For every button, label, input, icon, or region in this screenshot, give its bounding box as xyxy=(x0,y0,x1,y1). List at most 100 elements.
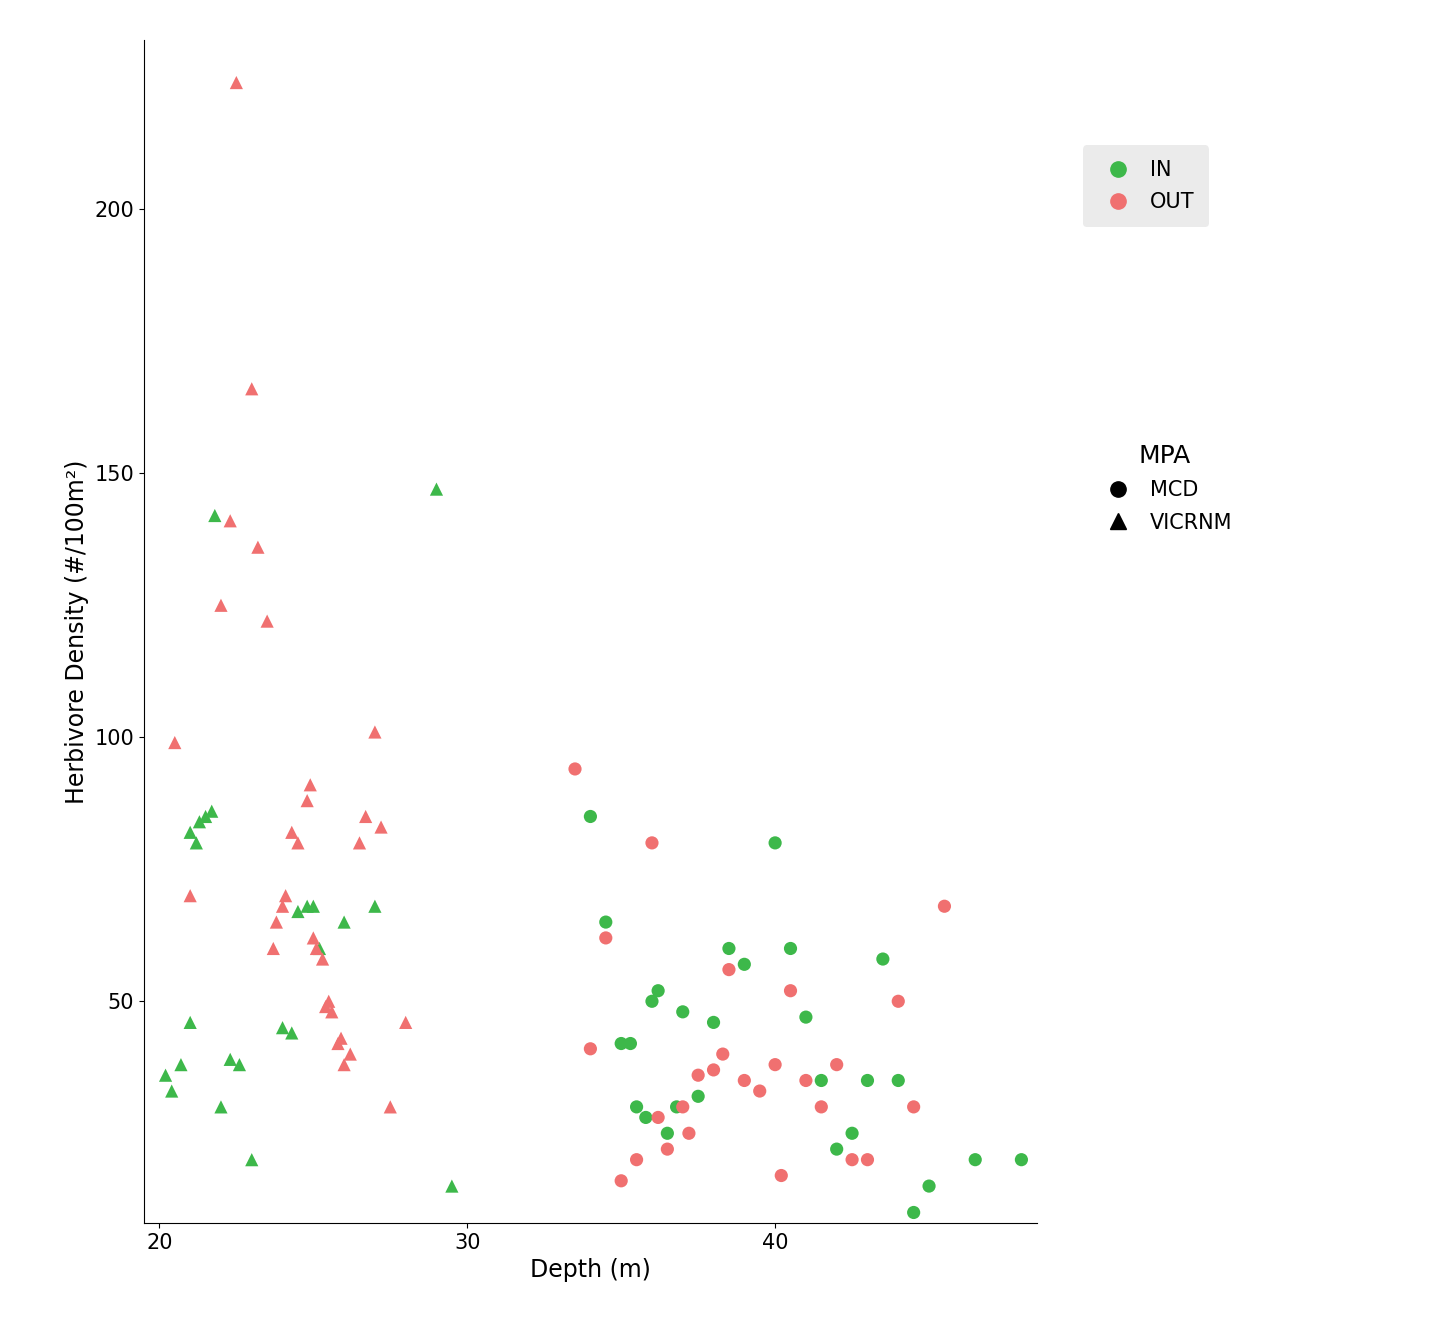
Point xyxy=(933,895,956,917)
Point xyxy=(240,378,264,399)
Point xyxy=(441,1175,464,1198)
Point xyxy=(825,1138,848,1160)
Point xyxy=(809,1097,832,1118)
Point xyxy=(717,938,740,960)
Point xyxy=(219,511,242,532)
Point xyxy=(763,832,786,853)
Point xyxy=(641,832,664,853)
Point xyxy=(733,954,756,976)
Point xyxy=(295,895,318,917)
Y-axis label: Herbivore Density (#/100m²): Herbivore Density (#/100m²) xyxy=(65,460,89,804)
Point xyxy=(901,1097,924,1118)
Point xyxy=(595,927,618,949)
Point xyxy=(795,1007,818,1028)
Point xyxy=(717,958,740,980)
Point xyxy=(1009,1149,1032,1171)
Point xyxy=(317,991,340,1012)
Point xyxy=(749,1081,772,1102)
Point xyxy=(274,884,297,906)
Point xyxy=(641,991,664,1012)
Point xyxy=(265,911,288,933)
Point xyxy=(271,895,294,917)
Point xyxy=(194,806,217,828)
Point xyxy=(379,1097,402,1118)
Point xyxy=(901,1202,924,1223)
Point xyxy=(209,1097,232,1118)
Point xyxy=(281,1023,304,1044)
Point xyxy=(779,938,802,960)
Point xyxy=(256,610,279,632)
Point xyxy=(370,816,393,837)
Point xyxy=(703,1012,726,1034)
Point xyxy=(209,594,232,616)
Point xyxy=(711,1043,734,1064)
Point xyxy=(246,536,269,558)
Point xyxy=(160,1081,183,1102)
Point xyxy=(240,1149,264,1171)
Point xyxy=(154,1064,177,1086)
Point xyxy=(579,806,602,828)
Point xyxy=(770,1165,793,1187)
Point xyxy=(170,1054,193,1075)
Point xyxy=(295,790,318,812)
Point xyxy=(395,1012,418,1034)
Point xyxy=(687,1086,710,1107)
Point xyxy=(327,1032,350,1054)
X-axis label: Depth (m): Depth (m) xyxy=(530,1258,651,1282)
Point xyxy=(281,821,304,843)
Point xyxy=(287,832,310,853)
Point xyxy=(302,895,325,917)
Point xyxy=(634,1106,657,1128)
Point xyxy=(963,1149,986,1171)
Point xyxy=(871,949,894,970)
Point xyxy=(187,810,210,832)
Point xyxy=(655,1138,678,1160)
Point xyxy=(348,832,372,853)
Point xyxy=(703,1059,726,1081)
Legend: MCD, VICRNM: MCD, VICRNM xyxy=(1083,429,1247,547)
Point xyxy=(363,722,386,743)
Point xyxy=(333,1054,356,1075)
Point xyxy=(855,1070,878,1091)
Point xyxy=(609,1171,632,1192)
Point xyxy=(311,949,334,970)
Point xyxy=(333,911,356,933)
Point xyxy=(579,1038,602,1059)
Point xyxy=(809,1070,832,1091)
Point xyxy=(163,731,186,753)
Point xyxy=(314,996,337,1017)
Point xyxy=(917,1175,940,1198)
Point xyxy=(671,1001,694,1023)
Point xyxy=(795,1070,818,1091)
Point xyxy=(619,1032,642,1054)
Point xyxy=(330,1027,353,1048)
Point xyxy=(887,1070,910,1091)
Point xyxy=(887,991,910,1012)
Point xyxy=(763,1054,786,1075)
Point xyxy=(647,1106,670,1128)
Point xyxy=(271,1017,294,1039)
Point xyxy=(179,821,202,843)
Point xyxy=(647,980,670,1001)
Point xyxy=(595,911,618,933)
Point xyxy=(200,801,223,823)
Point xyxy=(671,1097,694,1118)
Point xyxy=(338,1043,361,1064)
Point xyxy=(302,927,325,949)
Point xyxy=(298,774,321,796)
Point xyxy=(609,1032,632,1054)
Point xyxy=(655,1122,678,1144)
Point xyxy=(320,1001,343,1023)
Point xyxy=(841,1149,864,1171)
Point xyxy=(549,1228,572,1250)
Point xyxy=(733,1070,756,1091)
Point xyxy=(665,1097,688,1118)
Point xyxy=(687,1064,710,1086)
Point xyxy=(179,884,202,906)
Point xyxy=(305,938,328,960)
Point xyxy=(625,1149,648,1171)
Point xyxy=(677,1122,700,1144)
Point xyxy=(363,895,386,917)
Point xyxy=(262,938,285,960)
Point xyxy=(825,1054,848,1075)
